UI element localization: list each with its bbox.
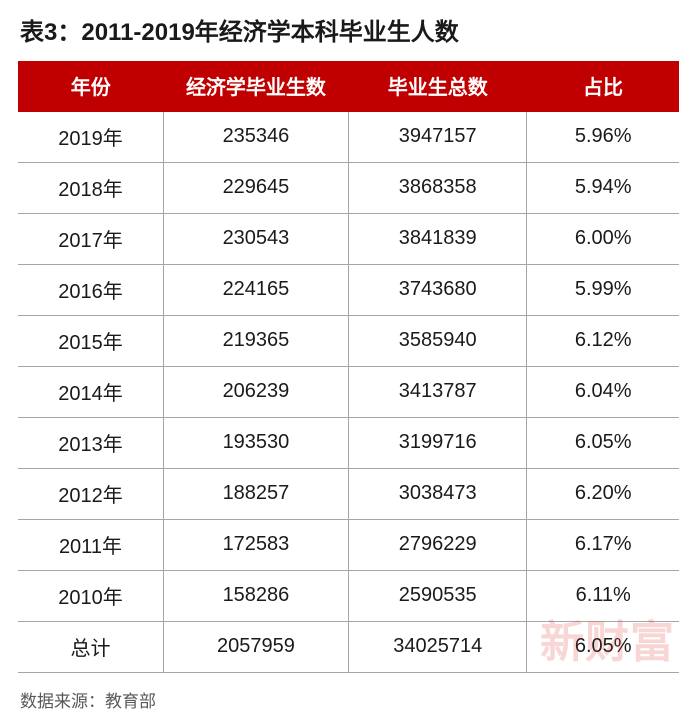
- cell-total: 3743680: [348, 265, 526, 316]
- table-container: 表3：2011-2019年经济学本科毕业生人数 年份 经济学毕业生数 毕业生总数…: [0, 0, 697, 712]
- cell-ratio: 5.99%: [527, 265, 679, 316]
- table-row: 2011年 172583 2796229 6.17%: [18, 520, 679, 571]
- cell-total: 3199716: [348, 418, 526, 469]
- cell-total: 3868358: [348, 163, 526, 214]
- cell-ratio: 6.20%: [527, 469, 679, 520]
- cell-econ: 2057959: [163, 622, 348, 673]
- cell-econ: 219365: [163, 316, 348, 367]
- cell-ratio: 6.05%: [527, 622, 679, 673]
- cell-year: 2018年: [18, 163, 163, 214]
- table-title: 表3：2011-2019年经济学本科毕业生人数: [18, 12, 679, 47]
- cell-year: 2010年: [18, 571, 163, 622]
- cell-year: 2012年: [18, 469, 163, 520]
- cell-ratio: 6.00%: [527, 214, 679, 265]
- col-ratio: 占比: [527, 61, 679, 112]
- cell-econ: 158286: [163, 571, 348, 622]
- cell-total: 2796229: [348, 520, 526, 571]
- cell-total: 3947157: [348, 112, 526, 163]
- cell-year: 2011年: [18, 520, 163, 571]
- cell-year: 2019年: [18, 112, 163, 163]
- table-row: 2014年 206239 3413787 6.04%: [18, 367, 679, 418]
- cell-total: 3841839: [348, 214, 526, 265]
- cell-ratio: 6.05%: [527, 418, 679, 469]
- cell-total: 2590535: [348, 571, 526, 622]
- cell-econ: 188257: [163, 469, 348, 520]
- cell-year: 2014年: [18, 367, 163, 418]
- table-row: 2010年 158286 2590535 6.11%: [18, 571, 679, 622]
- data-source: 数据来源：教育部: [18, 673, 679, 712]
- cell-year: 2015年: [18, 316, 163, 367]
- cell-econ: 235346: [163, 112, 348, 163]
- cell-total: 34025714: [348, 622, 526, 673]
- cell-ratio: 6.04%: [527, 367, 679, 418]
- cell-econ: 224165: [163, 265, 348, 316]
- cell-year: 2013年: [18, 418, 163, 469]
- cell-ratio: 6.11%: [527, 571, 679, 622]
- cell-total: 3413787: [348, 367, 526, 418]
- cell-year: 2017年: [18, 214, 163, 265]
- col-total: 毕业生总数: [348, 61, 526, 112]
- table-body: 2019年 235346 3947157 5.96% 2018年 229645 …: [18, 112, 679, 673]
- table-row: 2015年 219365 3585940 6.12%: [18, 316, 679, 367]
- table-row: 2019年 235346 3947157 5.96%: [18, 112, 679, 163]
- cell-total: 3038473: [348, 469, 526, 520]
- cell-econ: 206239: [163, 367, 348, 418]
- cell-year: 2016年: [18, 265, 163, 316]
- data-table: 年份 经济学毕业生数 毕业生总数 占比 2019年 235346 3947157…: [18, 61, 679, 673]
- table-row: 2013年 193530 3199716 6.05%: [18, 418, 679, 469]
- table-row: 2016年 224165 3743680 5.99%: [18, 265, 679, 316]
- table-header-row: 年份 经济学毕业生数 毕业生总数 占比: [18, 61, 679, 112]
- cell-total: 3585940: [348, 316, 526, 367]
- cell-year: 总计: [18, 622, 163, 673]
- cell-ratio: 5.94%: [527, 163, 679, 214]
- cell-econ: 172583: [163, 520, 348, 571]
- table-row-total: 总计 2057959 34025714 6.05%: [18, 622, 679, 673]
- cell-econ: 230543: [163, 214, 348, 265]
- cell-econ: 193530: [163, 418, 348, 469]
- table-row: 2017年 230543 3841839 6.00%: [18, 214, 679, 265]
- col-econ: 经济学毕业生数: [163, 61, 348, 112]
- cell-ratio: 6.12%: [527, 316, 679, 367]
- table-row: 2018年 229645 3868358 5.94%: [18, 163, 679, 214]
- cell-ratio: 5.96%: [527, 112, 679, 163]
- col-year: 年份: [18, 61, 163, 112]
- cell-ratio: 6.17%: [527, 520, 679, 571]
- cell-econ: 229645: [163, 163, 348, 214]
- table-row: 2012年 188257 3038473 6.20%: [18, 469, 679, 520]
